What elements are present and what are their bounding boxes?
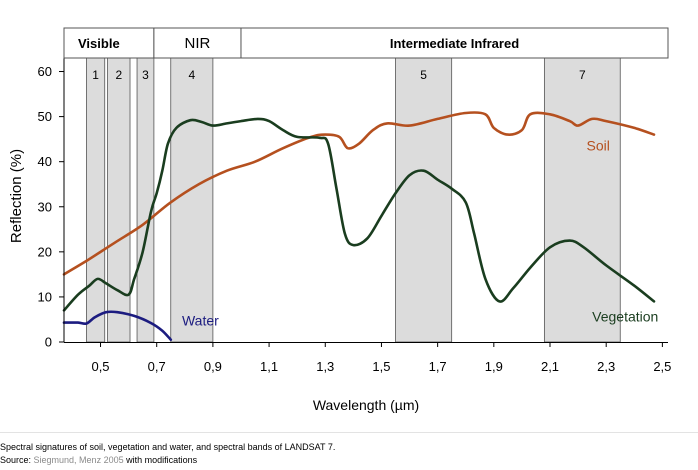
x-tick-4-label: 1,3 [316,359,334,374]
x-tick-6-label: 1,7 [429,359,447,374]
x-tick-1-label: 0,7 [148,359,166,374]
x-tick-7-label: 1,9 [485,359,503,374]
source-suffix: with modifications [123,455,198,465]
x-tick-9-label: 2,3 [597,359,615,374]
region-2-label: Intermediate Infrared [390,36,519,51]
series-vegetation-line [62,117,656,312]
band-1-label: 1 [92,68,99,82]
region-2-box [240,27,669,59]
series-labels-layer: Soil Vegetation Water [182,137,658,328]
x-tick-5-label: 1,5 [372,359,390,374]
y-tick-30-label: 30 [38,199,52,214]
band-1-rect [86,57,106,343]
y-tick-60-label: 60 [38,64,52,79]
y-tick-40-label: 40 [38,154,52,169]
spectral-signature-chart: 1 2 3 4 5 7 0 10 20 30 40 50 60 0,5 0,7 0,9 1,1 1,3 1,5 1,… [8,27,671,413]
x-tick-8-label: 2,1 [541,359,559,374]
source-link[interactable]: Siegmund, Menz 2005 [33,455,124,465]
spectral-region-header: Visible NIR Intermediate Infrared [63,27,669,59]
y-tick-20-label: 20 [38,244,52,259]
caption-description: Spectral signatures of soil, vegetation … [0,442,336,452]
band-5-rect [395,57,453,343]
band-7-label: 7 [579,68,586,82]
band-4-rect [170,57,214,343]
y-tick-0-label: 0 [45,335,52,350]
region-0-box [63,27,155,59]
x-axis-title: Wavelength (µm) [313,397,419,413]
band-4-label: 4 [188,68,195,82]
region-1-label: NIR [185,35,211,52]
caption-source: Source: Siegmund, Menz 2005 with modific… [0,454,698,467]
series-vegetation-label: Vegetation [592,308,658,324]
region-0-label: Visible [78,36,120,51]
figure-caption: Spectral signatures of soil, vegetation … [0,432,698,467]
series-soil-line [62,111,656,276]
band-2-rect [107,57,131,343]
y-tick-10-label: 10 [38,289,52,304]
source-prefix: Source: [0,455,34,465]
band-3-rect [136,57,155,343]
x-tick-3-label: 1,1 [260,359,278,374]
region-1-box [153,27,242,59]
band-3-label: 3 [142,68,149,82]
axes-layer: 0 10 20 30 40 50 60 0,5 0,7 0,9 1,1 1,3 1,5 1,7 1,9 2,1… [38,28,671,374]
series-layer [62,111,656,341]
x-tick-0-label: 0,5 [91,359,109,374]
y-tick-50-label: 50 [38,109,52,124]
series-water-label: Water [182,312,219,328]
series-water-line [62,310,173,341]
y-axis-title: Reflection (%) [8,149,25,243]
band-2-label: 2 [115,68,122,82]
series-soil-label: Soil [587,137,610,153]
landsat-bands-layer: 1 2 3 4 5 7 [86,57,621,343]
x-tick-10-label: 2,5 [653,359,671,374]
x-tick-2-label: 0,9 [204,359,222,374]
band-7-rect [543,57,621,343]
band-5-label: 5 [420,68,427,82]
